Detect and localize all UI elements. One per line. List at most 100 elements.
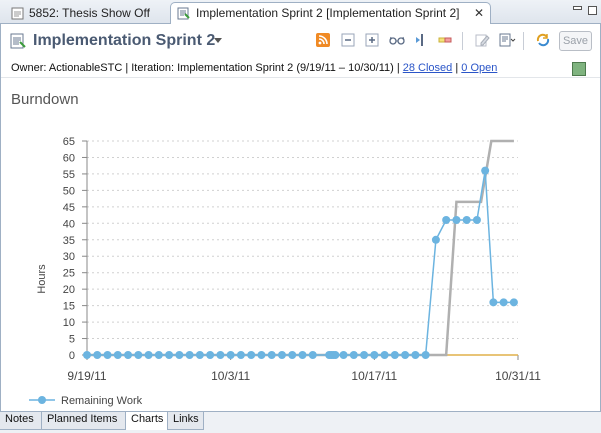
data-point [499,298,508,307]
y-tick-label: 35 [63,235,75,247]
y-tick-label: 65 [63,136,75,148]
data-point [144,351,153,359]
tab-notes[interactable]: Notes [0,412,42,430]
data-point [370,351,379,359]
data-point [509,298,518,307]
data-point [308,351,317,359]
data-point [481,166,490,175]
data-point [236,351,245,359]
data-point [349,351,358,359]
page-title: Implementation Sprint 2 [33,32,216,49]
y-tick-label: 5 [69,334,75,346]
page-tab-bar: Notes Planned Items Charts Links [0,411,601,433]
chart-series [83,139,518,359]
toolbar-separator [462,32,464,50]
split-view-icon[interactable] [413,32,431,50]
tab-charts[interactable]: Charts [126,412,168,430]
data-point [226,351,235,359]
data-point [431,235,440,244]
iteration-info-bar: Owner: ActionableSTC | Iteration: Implem… [1,58,600,78]
new-item-icon[interactable] [498,32,516,50]
series-line [87,139,514,357]
data-point [195,351,204,359]
glasses-icon[interactable] [388,32,406,50]
data-point [93,351,102,359]
chevron-down-icon[interactable] [214,38,222,43]
data-point [103,351,112,359]
chart-legend: Remaining Work [29,395,143,407]
highlight-icon[interactable] [437,32,455,50]
y-tick-label: 30 [63,251,75,263]
data-point [331,351,340,359]
editor-tab-bar: 5852: Thesis Show Off Implementation Spr… [0,0,601,25]
legend-label: Remaining Work [61,395,143,407]
burndown-chart: 0 5 10 15 20 25 30 35 40 45 50 55 60 65 9/19/11 10/3/11… [29,136,541,407]
data-point [339,351,348,359]
chart-section-title: Burndown [11,91,79,108]
closed-items-link[interactable]: 28 Closed [402,62,453,74]
collapse-all-icon[interactable] [340,32,358,50]
data-point [288,351,297,359]
y-tick-label: 25 [63,268,75,280]
series-line [87,170,514,356]
rss-feed-icon[interactable] [315,32,333,50]
y-tick-label: 20 [63,284,75,296]
data-point [113,351,122,359]
data-point [489,298,498,307]
y-tick-label: 15 [63,301,75,313]
x-tick-label: 10/17/11 [351,369,397,383]
legend-marker [38,396,46,404]
tab-label: Implementation Sprint 2 [Implementation … [196,6,460,20]
y-tick-label: 10 [63,317,75,329]
data-point [442,216,451,225]
data-point [257,351,266,359]
data-point [401,351,410,359]
tab-links[interactable]: Links [168,412,204,430]
tab-implementation-sprint-2[interactable]: Implementation Sprint 2 [Implementation … [170,2,491,25]
data-point [462,216,471,225]
data-point [298,351,307,359]
data-point [267,351,276,359]
data-point [175,351,184,359]
data-point [411,351,420,359]
iteration-plan-icon [177,7,191,23]
data-point [83,351,91,359]
data-point [390,351,399,359]
tab-planned-items[interactable]: Planned Items [42,412,126,430]
y-tick-label: 50 [63,185,75,197]
data-point [472,216,481,225]
sync-icon[interactable] [535,32,553,50]
data-point [360,351,369,359]
y-axis-label: Hours [36,264,48,294]
close-icon[interactable]: ✕ [473,6,484,20]
edit-icon[interactable] [474,32,492,50]
data-point [421,351,430,359]
data-point [165,351,174,359]
y-tick-label: 40 [63,218,75,230]
data-point [206,351,215,359]
separator-text: | [455,62,459,74]
data-point [277,351,286,359]
data-point [380,351,389,359]
open-items-link[interactable]: 0 Open [461,62,498,74]
window-controls [567,4,597,18]
toolbar: Save [312,31,592,53]
expand-all-icon[interactable] [364,32,382,50]
x-tick-label: 10/31/11 [495,369,541,383]
minimize-icon[interactable] [573,6,582,10]
maximize-icon[interactable] [588,6,597,15]
editor-area: Implementation Sprint 2 [0,24,601,411]
toolbar-separator [523,32,525,50]
tab-thesis-show-off[interactable]: 5852: Thesis Show Off [4,2,168,23]
status-indicator[interactable] [572,62,586,76]
data-point [247,351,256,359]
tab-label: 5852: Thesis Show Off [29,6,150,20]
save-button[interactable]: Save [559,31,592,51]
chart-axes: 0 5 10 15 20 25 30 35 40 45 50 55 60 65 9/19/11 10/3/11… [63,136,541,383]
work-item-icon [11,7,24,23]
y-tick-label: 60 [63,152,75,164]
data-point [124,351,133,359]
data-point [452,216,461,225]
owner-iteration-text: Owner: ActionableSTC | Iteration: Implem… [11,62,400,74]
y-tick-label: 55 [63,169,75,181]
